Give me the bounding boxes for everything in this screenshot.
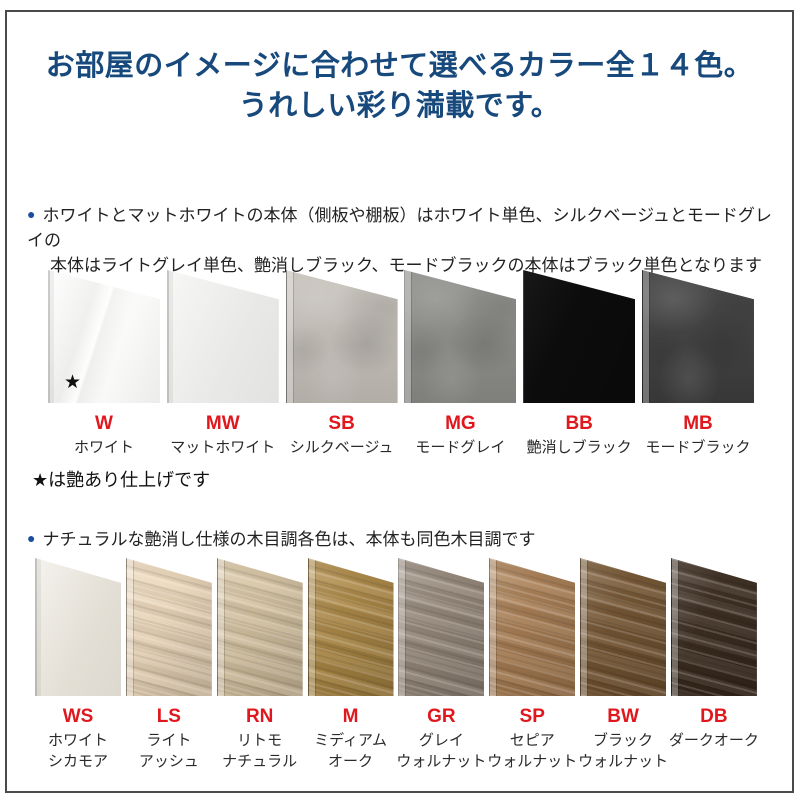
swatch-column-rn: RN リトモ ナチュラル xyxy=(215,558,305,772)
solid-colors-description-line1: ● ホワイトとマットホワイトの本体（側板や棚板）はホワイト単色、シルクベージュとモ… xyxy=(27,202,777,253)
page-title-line2: うれしい彩り満載です。 xyxy=(238,90,561,122)
color-swatch-sepia-walnut xyxy=(489,558,576,696)
swatch-code: SB xyxy=(328,413,355,434)
color-swatch-white-sycamore xyxy=(35,558,121,696)
solid-color-swatch-row: ★ W ホワイト MW マットホワイト SB シルクベージュ MG モードグレイ… xyxy=(45,270,757,458)
color-swatch-mode-black xyxy=(641,270,754,403)
swatch-code: SP xyxy=(519,706,545,727)
swatch-name: モードグレイ xyxy=(415,439,506,456)
description-text: ナチュラルな艶消し仕様の木目調各色は、本体も同色木目調です xyxy=(42,530,536,549)
bullet-icon: ● xyxy=(27,530,36,546)
gloss-star-icon: ★ xyxy=(64,371,82,393)
color-swatch-gray-walnut xyxy=(398,558,485,696)
woodgrain-colors-description: ● ナチュラルな艶消し仕様の木目調各色は、本体も同色木目調です xyxy=(27,526,777,552)
swatch-code: MG xyxy=(445,413,476,434)
color-swatch-silk-beige xyxy=(285,270,398,403)
description-text: ホワイトとマットホワイトの本体（側板や棚板）はホワイト単色、シルクベージュとモー… xyxy=(27,206,772,250)
swatch-code: WS xyxy=(62,706,94,727)
swatch-name: ホワイト シカモア xyxy=(47,732,108,770)
solid-colors-description-line2: 本体はライトグレイ単色、艶消しブラック、モードブラックの本体はブラック単色となり… xyxy=(50,256,762,275)
bullet-icon: ● xyxy=(27,206,36,222)
swatch-column-db: DB ダークオーク xyxy=(669,558,759,772)
swatch-name: リトモ ナチュラル xyxy=(222,732,298,770)
swatch-code: W xyxy=(95,413,113,434)
color-swatch-black-walnut xyxy=(580,558,667,696)
color-swatch-matte-black xyxy=(523,270,636,403)
color-swatch-ritmo-natural xyxy=(216,558,303,696)
swatch-code: MW xyxy=(205,413,240,434)
swatch-name: ブラック ウォルナット xyxy=(578,732,669,770)
swatch-column-ls: LS ライト アッシュ xyxy=(124,558,214,772)
gloss-finish-note: ★は艶あり仕上げです xyxy=(32,470,211,490)
swatch-code: GR xyxy=(427,706,456,727)
swatch-code: DB xyxy=(700,706,728,727)
swatch-code: BW xyxy=(607,706,639,727)
swatch-column-bw: BW ブラック ウォルナット xyxy=(578,558,668,772)
color-swatch-white: ★ xyxy=(48,270,160,403)
swatch-code: LS xyxy=(156,706,181,727)
swatch-name: グレイ ウォルナット xyxy=(396,732,487,770)
color-swatch-light-ash xyxy=(125,558,212,696)
swatch-code: RN xyxy=(245,706,274,727)
swatch-column-mw: MW マットホワイト xyxy=(164,270,282,458)
color-swatch-medium-oak xyxy=(307,558,394,696)
color-swatch-dark-oak xyxy=(670,558,757,696)
swatch-column-mb: MB モードブラック xyxy=(639,270,757,458)
swatch-name: ライト アッシュ xyxy=(138,732,199,770)
swatch-code: M xyxy=(342,706,359,727)
swatch-column-mg: MG モードグレイ xyxy=(401,270,519,458)
swatch-name: 艶消しブラック xyxy=(526,439,632,456)
swatch-column-w: ★ W ホワイト xyxy=(45,270,163,458)
page-title-line1: お部屋のイメージに合わせて選べるカラー全１４色。 xyxy=(45,50,754,82)
swatch-code: BB xyxy=(565,413,593,434)
solid-colors-description: ● ホワイトとマットホワイトの本体（側板や棚板）はホワイト単色、シルクベージュとモ… xyxy=(27,202,777,278)
color-swatch-mode-gray xyxy=(404,270,517,403)
color-swatch-matte-white xyxy=(166,270,279,403)
woodgrain-swatch-row: WS ホワイト シカモア LS ライト アッシュ RN リトモ ナチュラル M … xyxy=(33,558,759,772)
swatch-column-bb: BB 艶消しブラック xyxy=(520,270,638,458)
swatch-name: セピア ウォルナット xyxy=(487,732,578,770)
swatch-name: シルクベージュ xyxy=(289,439,394,456)
swatch-column-sp: SP セピア ウォルナット xyxy=(487,558,577,772)
swatch-name: ホワイト xyxy=(73,439,134,456)
swatch-name: ダークオーク xyxy=(668,732,759,749)
swatch-column-gr: GR グレイ ウォルナット xyxy=(396,558,486,772)
swatch-name: ミディアム オーク xyxy=(314,732,387,770)
swatch-column-sb: SB シルクベージュ xyxy=(283,270,401,458)
content-frame: お部屋のイメージに合わせて選べるカラー全１４色。 うれしい彩り満載です。 ● ホワ… xyxy=(5,10,794,793)
swatch-code: MB xyxy=(683,413,713,434)
page-title: お部屋のイメージに合わせて選べるカラー全１４色。 うれしい彩り満載です。 xyxy=(7,46,792,126)
swatch-name: マットホワイト xyxy=(170,439,276,456)
swatch-column-ws: WS ホワイト シカモア xyxy=(33,558,123,772)
swatch-column-m: M ミディアム オーク xyxy=(306,558,396,772)
swatch-name: モードブラック xyxy=(645,439,751,456)
